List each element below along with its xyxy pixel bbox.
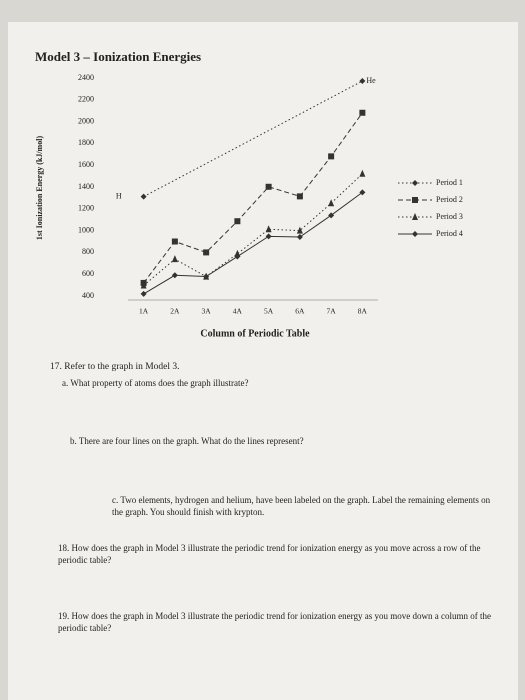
y-axis-label: 1st Ionization Energy (kJ/mol) [35, 136, 44, 241]
annotation: He [366, 76, 376, 85]
y-tick-label: 2200 [78, 95, 94, 104]
data-point [171, 272, 178, 279]
data-point [140, 193, 147, 200]
y-tick-label: 800 [82, 247, 94, 256]
x-tick-label: 4A [233, 307, 243, 316]
x-tick-label: 5A [264, 307, 274, 316]
series-line [143, 80, 363, 198]
data-point [296, 234, 303, 241]
legend-label: Period 3 [436, 212, 463, 221]
data-point [171, 255, 178, 263]
y-tick-label: 1800 [78, 138, 94, 147]
data-point [265, 233, 272, 240]
question: a. What property of atoms does the graph… [62, 378, 249, 388]
data-point [328, 199, 335, 207]
x-tick-label: 6A [295, 307, 305, 316]
y-tick-label: 2400 [78, 73, 94, 82]
y-tick-label: 1400 [78, 182, 94, 191]
data-point [359, 78, 366, 85]
data-point [203, 249, 210, 256]
title: Model 3 – Ionization Energies [35, 49, 201, 64]
legend-marker [412, 213, 418, 220]
series-line [143, 191, 363, 295]
data-point [359, 189, 366, 196]
y-tick-label: 1600 [78, 160, 94, 169]
worksheet [8, 22, 518, 700]
data-point [296, 193, 303, 200]
data-point [328, 153, 335, 160]
x-tick-label: 2A [170, 307, 180, 316]
y-tick-label: 1000 [78, 225, 94, 234]
annotation: H [116, 191, 122, 200]
data-point [171, 238, 178, 245]
series-line [143, 112, 363, 284]
series-line [143, 173, 363, 286]
question: c. Two elements, hydrogen and helium, ha… [112, 495, 491, 517]
legend-label: Period 1 [436, 178, 463, 187]
data-point [359, 169, 366, 177]
legend-label: Period 2 [436, 195, 463, 204]
legend-marker [412, 180, 418, 186]
legend-label: Period 4 [436, 229, 463, 238]
x-tick-label: 7A [327, 307, 337, 316]
y-tick-label: 600 [82, 269, 94, 278]
question: 18. How does the graph in Model 3 illust… [58, 543, 481, 565]
y-tick-label: 2000 [78, 116, 94, 125]
data-point [265, 225, 272, 233]
x-tick-label: 3A [202, 307, 212, 316]
x-axis-label: Column of Periodic Table [200, 328, 310, 339]
question: b. There are four lines on the graph. Wh… [70, 436, 304, 446]
data-point [265, 183, 272, 190]
data-point [328, 212, 335, 219]
data-point [234, 253, 241, 260]
legend-marker [412, 197, 418, 203]
x-tick-label: 1A [139, 307, 149, 316]
y-tick-label: 1200 [78, 204, 94, 213]
y-tick-label: 400 [82, 291, 94, 300]
data-point [140, 281, 147, 289]
data-point [359, 109, 366, 116]
data-point [203, 273, 210, 280]
data-point [296, 226, 303, 234]
data-point [140, 290, 147, 297]
legend-marker [412, 231, 418, 237]
question: 19. How does the graph in Model 3 illust… [58, 611, 491, 633]
question: 17. Refer to the graph in Model 3. [50, 362, 180, 372]
data-point [234, 218, 241, 225]
x-tick-label: 8A [358, 307, 368, 316]
